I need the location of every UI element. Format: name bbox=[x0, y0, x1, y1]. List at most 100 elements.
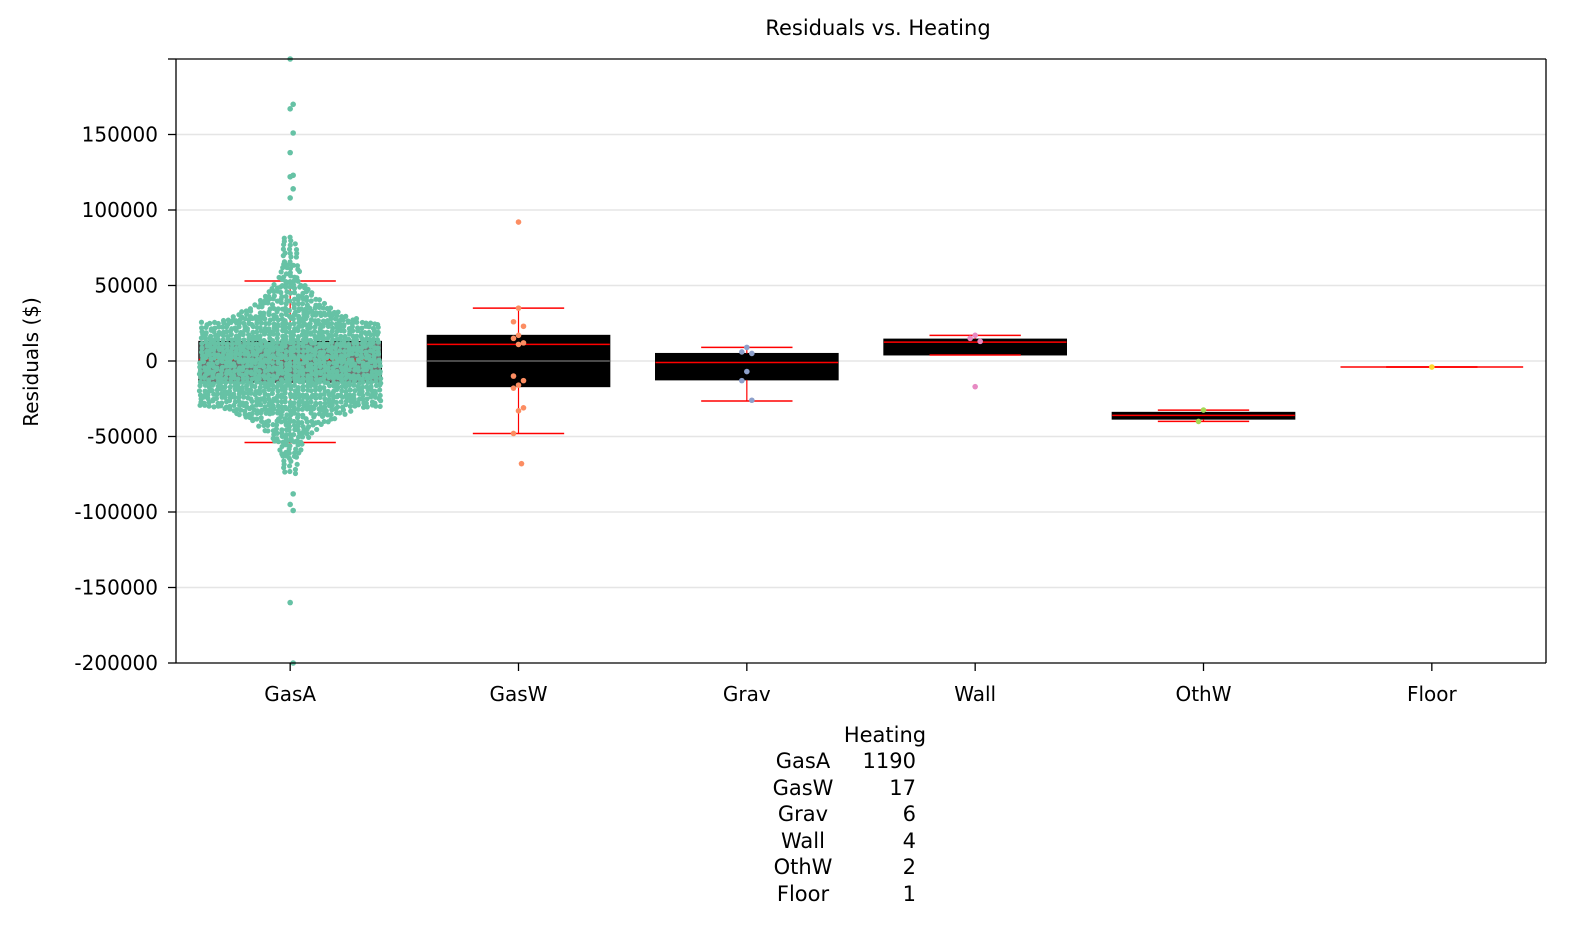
swarm-point bbox=[328, 412, 334, 418]
swarm-point bbox=[311, 406, 317, 412]
swarm-point bbox=[219, 379, 225, 385]
swarm-point bbox=[287, 468, 293, 475]
outlier-point bbox=[972, 383, 978, 390]
swarm-point bbox=[265, 367, 271, 373]
swarm-point bbox=[207, 335, 213, 342]
swarm-point bbox=[292, 470, 299, 477]
y-tick-label: -150000 bbox=[74, 576, 158, 600]
swarm-point bbox=[281, 465, 287, 471]
swarm-point bbox=[269, 360, 276, 366]
swarm-point bbox=[317, 387, 323, 393]
swarm-point bbox=[223, 371, 230, 377]
swarm-point bbox=[286, 307, 292, 314]
swarm-point bbox=[256, 390, 263, 396]
swarm-point bbox=[198, 335, 204, 341]
swarm-point bbox=[320, 305, 326, 311]
swarm-point bbox=[333, 332, 339, 338]
swarm-point bbox=[252, 359, 258, 366]
swarm-point bbox=[274, 418, 280, 424]
axes: -200000 -150000 -100000 -50000 0 50000 100000 1… bbox=[74, 58, 1547, 706]
swarm-point bbox=[359, 335, 365, 342]
swarm-point bbox=[299, 434, 306, 440]
swarm-point bbox=[250, 323, 256, 330]
swarm-point bbox=[291, 321, 297, 327]
y-tick-label: 50000 bbox=[94, 274, 158, 298]
swarm-point bbox=[226, 359, 233, 365]
swarm-point bbox=[196, 388, 203, 394]
data-point bbox=[967, 335, 973, 342]
swarm-point bbox=[291, 400, 297, 406]
swarm-point bbox=[326, 374, 332, 381]
swarm-point bbox=[275, 388, 281, 394]
swarm-point bbox=[214, 375, 220, 381]
swarm-point bbox=[292, 395, 299, 401]
swarm-point bbox=[373, 403, 379, 409]
swarm-point bbox=[320, 351, 326, 357]
swarm-point bbox=[308, 399, 314, 405]
swarm-point bbox=[320, 329, 326, 335]
swarm-point bbox=[346, 367, 352, 373]
swarm-point bbox=[237, 351, 243, 357]
swarm-point bbox=[317, 400, 323, 406]
swarm-point bbox=[304, 426, 310, 432]
swarm-point bbox=[223, 324, 230, 330]
swarm-point bbox=[290, 332, 297, 338]
swarm-point bbox=[266, 320, 272, 326]
swarm-point bbox=[202, 388, 208, 394]
swarm-point bbox=[288, 386, 294, 392]
swarm-point bbox=[211, 328, 217, 335]
swarm-point bbox=[292, 368, 298, 374]
swarm-point bbox=[303, 329, 310, 335]
swarm-point bbox=[218, 371, 224, 378]
swarm-points bbox=[196, 56, 1435, 666]
swarm-point bbox=[291, 348, 297, 354]
swarm-point bbox=[303, 297, 310, 304]
swarm-point bbox=[325, 343, 331, 349]
swarm-point bbox=[295, 434, 302, 440]
swarm-point bbox=[275, 331, 281, 337]
swarm-point bbox=[359, 355, 365, 361]
swarm-point bbox=[317, 370, 324, 376]
swarm-point bbox=[296, 268, 303, 275]
swarm-point bbox=[340, 407, 347, 413]
swarm-point bbox=[270, 347, 276, 353]
y-tick-label: 100000 bbox=[82, 198, 158, 222]
outlier-point bbox=[287, 106, 293, 112]
swarm-point bbox=[313, 395, 319, 401]
swarm-point bbox=[299, 398, 305, 405]
swarm-point bbox=[328, 349, 335, 355]
swarm-point bbox=[294, 461, 300, 467]
outlier-point bbox=[518, 460, 525, 467]
swarm-point bbox=[257, 363, 263, 369]
swarm-point bbox=[283, 356, 289, 362]
swarm-point bbox=[350, 347, 356, 353]
swarm-point bbox=[273, 426, 280, 432]
swarm-point bbox=[295, 301, 301, 307]
swarm-point bbox=[334, 387, 340, 393]
swarm-point bbox=[321, 359, 327, 365]
swarm-point bbox=[203, 339, 209, 345]
swarm-point bbox=[206, 403, 212, 409]
swarm-point bbox=[354, 347, 360, 354]
swarm-point bbox=[324, 355, 330, 361]
swarm-point bbox=[266, 311, 272, 318]
swarm-point bbox=[343, 375, 349, 382]
swarm-point bbox=[279, 355, 285, 361]
x-tick-label: Floor bbox=[1407, 682, 1458, 706]
swarm-point bbox=[278, 419, 284, 425]
swarm-point bbox=[354, 319, 360, 325]
swarm-point bbox=[286, 463, 293, 469]
swarm-point bbox=[219, 390, 225, 397]
swarm-point bbox=[377, 382, 383, 388]
swarm-point bbox=[280, 265, 286, 271]
swarm-point bbox=[299, 323, 305, 329]
swarm-point bbox=[296, 394, 303, 401]
swarm-point bbox=[292, 466, 299, 473]
count-value: 6 bbox=[902, 802, 916, 826]
swarm-point bbox=[295, 442, 301, 448]
swarm-point bbox=[241, 337, 247, 343]
swarm-point bbox=[341, 348, 348, 355]
x-tick-label: OthW bbox=[1175, 682, 1231, 706]
swarm-point bbox=[252, 371, 258, 377]
swarm-point bbox=[292, 378, 299, 384]
